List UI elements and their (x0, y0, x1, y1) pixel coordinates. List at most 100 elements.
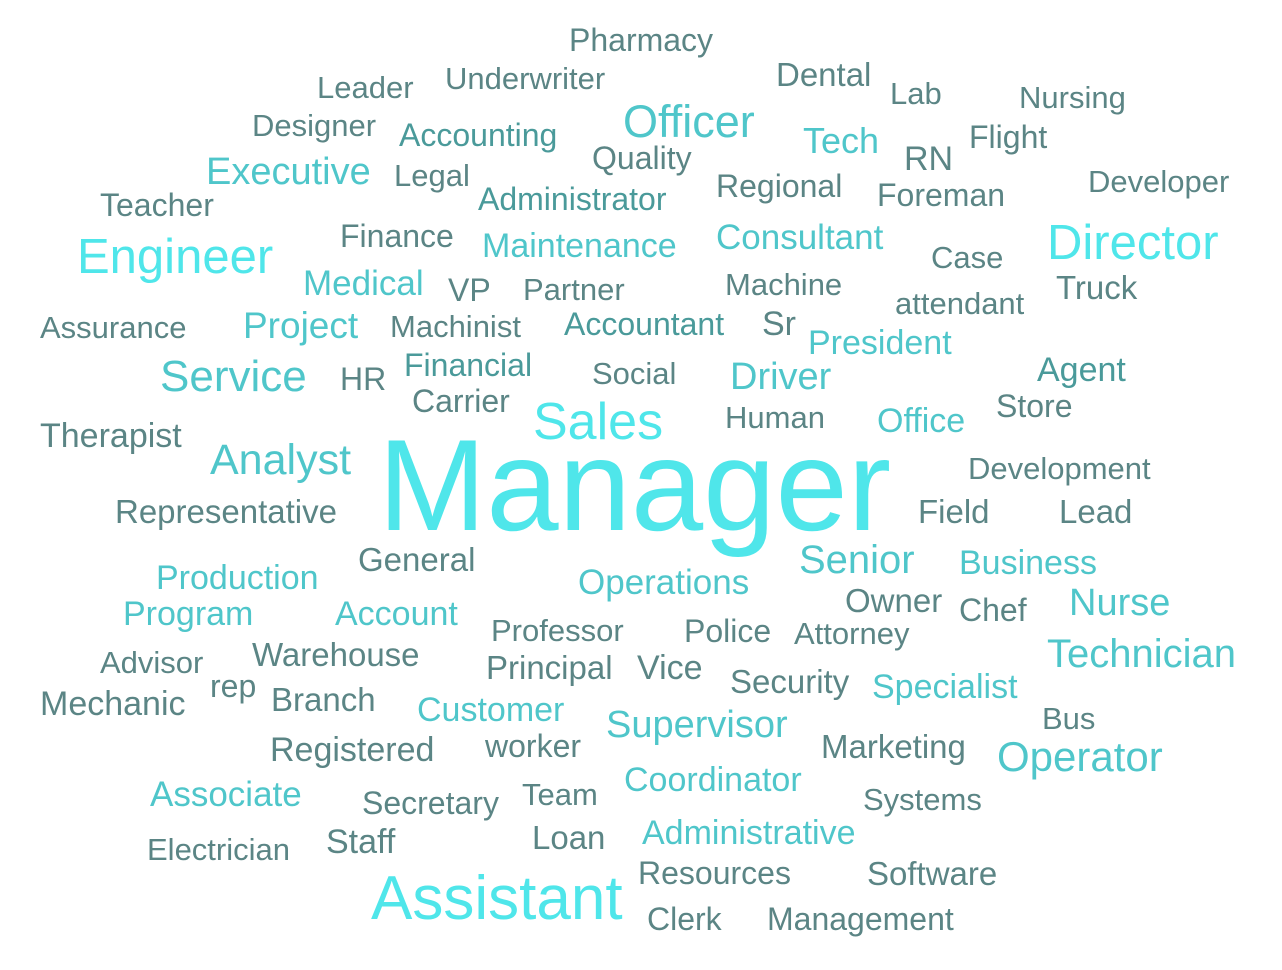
word-advisor: Advisor (100, 645, 204, 680)
word-manager: Manager (378, 412, 892, 558)
word-chef: Chef (959, 592, 1027, 628)
word-designer: Designer (252, 108, 377, 143)
word-pharmacy: Pharmacy (569, 22, 714, 58)
word-financial: Financial (404, 347, 533, 383)
word-human: Human (725, 400, 825, 435)
word-mechanic: Mechanic (40, 685, 186, 723)
word-operator: Operator (997, 733, 1163, 780)
word-case: Case (931, 240, 1004, 275)
word-partner: Partner (523, 272, 625, 307)
word-nursing: Nursing (1019, 80, 1126, 115)
word-marketing: Marketing (821, 728, 966, 765)
word-tech: Tech (803, 120, 880, 161)
word-rep: rep (210, 668, 257, 704)
word-social: Social (592, 356, 677, 391)
word-attorney: Attorney (794, 616, 910, 651)
word-management: Management (767, 901, 954, 937)
word-technician: Technician (1047, 632, 1237, 676)
word-flight: Flight (969, 119, 1048, 155)
word-sales: Sales (533, 393, 664, 451)
word-account: Account (335, 595, 458, 633)
word-owner: Owner (845, 582, 943, 619)
word-developer: Developer (1088, 164, 1230, 199)
word-medical: Medical (303, 264, 424, 303)
word-engineer: Engineer (77, 230, 274, 284)
word-service: Service (160, 352, 307, 401)
word-truck: Truck (1056, 269, 1138, 306)
word-specialist: Specialist (872, 668, 1018, 706)
word-foreman: Foreman (877, 177, 1006, 213)
word-associate: Associate (150, 775, 302, 814)
word-security: Security (730, 663, 850, 700)
word-principal: Principal (486, 649, 613, 686)
word-worker: worker (485, 728, 582, 764)
word-accounting: Accounting (399, 117, 558, 153)
word-police: Police (684, 613, 772, 649)
word-regional: Regional (716, 168, 843, 204)
word-underwriter: Underwriter (445, 61, 606, 96)
word-staff: Staff (326, 823, 396, 861)
word-vp: VP (448, 272, 491, 308)
word-leader: Leader (317, 70, 414, 105)
word-program: Program (123, 595, 254, 633)
word-analyst: Analyst (210, 436, 352, 484)
word-lab: Lab (890, 76, 942, 111)
word-lead: Lead (1059, 493, 1133, 530)
word-loan: Loan (532, 819, 606, 856)
word-electrician: Electrician (147, 832, 290, 867)
word-professor: Professor (491, 613, 624, 648)
word-executive: Executive (206, 151, 371, 193)
word-production: Production (156, 559, 319, 597)
word-president: President (808, 324, 952, 362)
word-project: Project (243, 305, 359, 346)
word-therapist: Therapist (40, 417, 182, 455)
word-branch: Branch (271, 681, 376, 718)
word-carrier: Carrier (412, 383, 510, 419)
word-field: Field (918, 493, 990, 530)
word-warehouse: Warehouse (252, 636, 420, 673)
word-software: Software (867, 855, 998, 892)
word-systems: Systems (863, 782, 982, 817)
word-administrative: Administrative (642, 814, 856, 852)
word-vice: Vice (637, 649, 703, 687)
word-resources: Resources (638, 855, 791, 891)
word-nurse: Nurse (1069, 582, 1171, 624)
word-store: Store (996, 388, 1073, 424)
word-operations: Operations (578, 563, 750, 602)
word-officer: Officer (623, 96, 755, 147)
word-dental: Dental (776, 56, 872, 93)
word-administrator: Administrator (478, 181, 667, 217)
word-senior: Senior (799, 538, 915, 582)
word-business: Business (959, 544, 1097, 582)
word-rn: RN (904, 140, 954, 178)
word-team: Team (522, 777, 598, 812)
word-consultant: Consultant (716, 218, 884, 257)
word-legal: Legal (394, 158, 470, 193)
word-agent: Agent (1037, 351, 1126, 389)
word-secretary: Secretary (362, 785, 499, 821)
word-sr: Sr (762, 305, 796, 343)
word-coordinator: Coordinator (624, 761, 802, 799)
word-driver: Driver (730, 356, 832, 398)
word-quality: Quality (592, 140, 692, 176)
word-maintenance: Maintenance (482, 227, 677, 265)
word-representative: Representative (115, 493, 337, 530)
word-machinist: Machinist (390, 309, 521, 344)
word-teacher: Teacher (100, 187, 214, 223)
word-registered: Registered (270, 731, 435, 769)
word-clerk: Clerk (647, 901, 722, 937)
word-assurance: Assurance (40, 310, 187, 345)
word-office: Office (877, 402, 966, 440)
word-finance: Finance (340, 218, 454, 254)
word-general: General (358, 541, 476, 578)
word-development: Development (968, 451, 1151, 486)
word-hr: HR (340, 361, 387, 397)
word-attendant: attendant (895, 286, 1025, 321)
word-machine: Machine (725, 267, 843, 302)
word-accountant: Accountant (564, 306, 725, 342)
word-bus: Bus (1042, 701, 1096, 736)
word-assistant: Assistant (371, 864, 623, 933)
word-supervisor: Supervisor (606, 704, 788, 746)
word-director: Director (1047, 216, 1219, 270)
